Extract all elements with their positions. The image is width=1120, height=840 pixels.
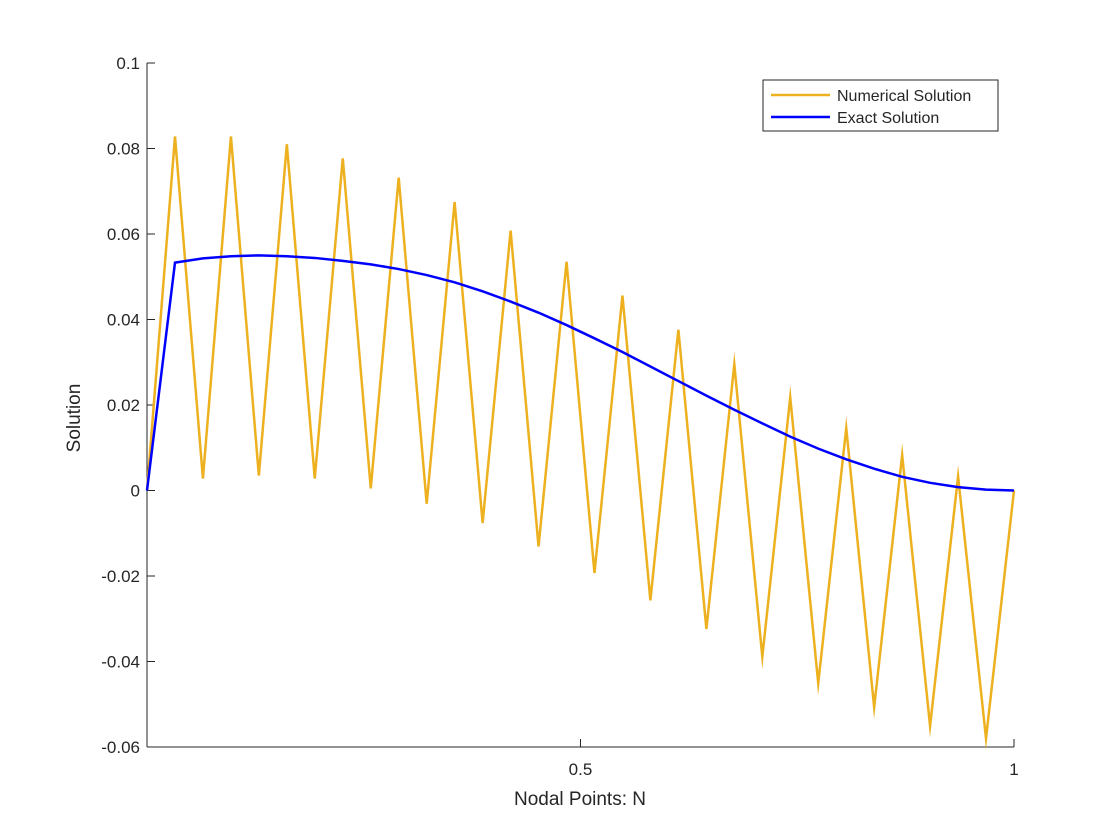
series-group [145,136,1016,750]
y-tick-label: 0.08 [107,140,140,159]
exact-solution-line [145,254,1015,492]
y-tick-label: -0.06 [101,738,140,757]
numerical-solution-line [145,136,1016,750]
y-tick-label: 0 [131,482,140,501]
y-tick-label: 0.04 [107,311,140,330]
x-tick-label: 0.5 [569,760,593,779]
x-axis-label: Nodal Points: N [514,789,646,810]
y-axis-label: Solution [64,384,85,453]
y-tick-label: 0.1 [116,54,140,73]
y-tick-label: -0.04 [101,653,140,672]
legend-label-numerical: Numerical Solution [837,88,971,105]
legend-label-exact: Exact Solution [837,110,939,127]
x-tick-label: 1 [1009,760,1018,779]
legend-box [762,79,999,132]
axes: -0.06 -0.04 -0.02 0 0.02 0.04 0.06 0.08 0.1 0.5 1 [101,54,1018,779]
y-tick-label: 0.02 [107,396,140,415]
y-tick-label: -0.02 [101,567,140,586]
y-tick-label: 0.06 [107,225,140,244]
legend: Numerical Solution Exact Solution [762,79,999,132]
